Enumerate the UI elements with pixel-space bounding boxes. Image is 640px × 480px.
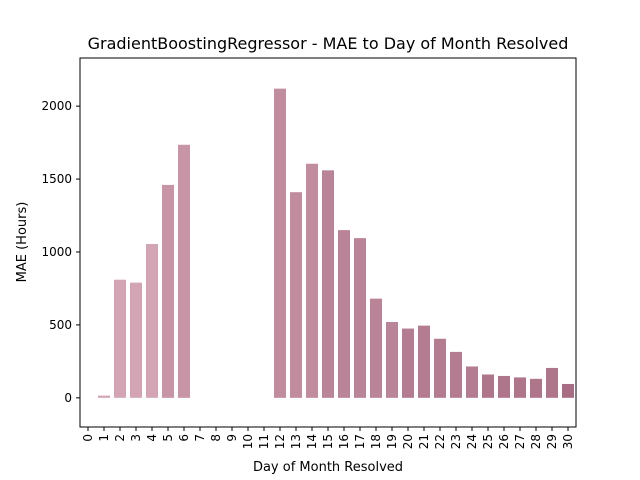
bar-day-24 (466, 366, 478, 398)
x-tick-label: 0 (81, 434, 95, 442)
y-tick-label: 2000 (41, 99, 72, 113)
bar-day-30 (562, 383, 574, 398)
bar-day-29 (546, 367, 558, 398)
x-tick-label: 23 (449, 434, 463, 449)
bars (98, 88, 574, 398)
y-tick-label: 1000 (41, 245, 72, 259)
x-tick-label: 10 (241, 434, 255, 449)
x-tick-label: 7 (193, 434, 207, 442)
x-tick-label: 18 (369, 434, 383, 449)
x-axis: 0 1 2 3 4 5 6 7 8 9 10 11 12 13 14 15 16 17 18 19 20 21 22 23 24… (81, 427, 575, 449)
y-tick-label: 1500 (41, 172, 72, 186)
bar-day-28 (530, 378, 542, 398)
bar-day-6 (178, 144, 190, 398)
x-tick-label: 13 (289, 434, 303, 449)
bar-day-2 (114, 279, 126, 398)
x-tick-label: 29 (545, 434, 559, 449)
x-axis-title: Day of Month Resolved (253, 460, 403, 475)
y-axis-title: MAE (Hours) (15, 202, 30, 283)
x-tick-label: 1 (97, 434, 111, 442)
x-tick-label: 20 (401, 434, 415, 449)
x-tick-label: 26 (497, 434, 511, 449)
chart-title: GradientBoostingRegressor - MAE to Day o… (88, 34, 569, 53)
bar-day-15 (322, 170, 334, 398)
x-tick-label: 8 (209, 434, 223, 442)
bar-day-18 (370, 298, 382, 398)
bar-day-26 (498, 375, 510, 398)
x-tick-label: 2 (113, 434, 127, 442)
bar-day-16 (338, 230, 350, 398)
bar-day-23 (450, 351, 462, 398)
bar-day-19 (386, 321, 398, 398)
bar-day-1 (98, 395, 110, 398)
x-tick-label: 16 (337, 434, 351, 449)
x-tick-label: 30 (561, 434, 575, 449)
x-tick-label: 22 (433, 434, 447, 449)
bar-day-14 (306, 163, 318, 398)
x-tick-label: 9 (225, 434, 239, 442)
y-axis: 0 500 1000 1500 2000 (41, 99, 80, 405)
x-tick-label: 12 (273, 434, 287, 449)
y-tick-label: 500 (49, 318, 72, 332)
x-tick-label: 24 (465, 434, 479, 449)
x-tick-label: 28 (529, 434, 543, 449)
bar-day-21 (418, 325, 430, 398)
x-tick-label: 17 (353, 434, 367, 449)
bar-day-22 (434, 338, 446, 398)
bar-day-27 (514, 377, 526, 398)
x-tick-label: 5 (161, 434, 175, 442)
bar-day-25 (482, 374, 494, 398)
bar-day-4 (146, 243, 158, 398)
x-tick-label: 25 (481, 434, 495, 449)
bar-day-13 (290, 192, 302, 398)
x-tick-label: 15 (321, 434, 335, 449)
bar-day-3 (130, 282, 142, 398)
x-tick-label: 14 (305, 434, 319, 449)
x-tick-label: 19 (385, 434, 399, 449)
x-tick-label: 6 (177, 434, 191, 442)
bar-day-12 (274, 88, 286, 398)
bar-day-20 (402, 328, 414, 398)
y-tick-label: 0 (64, 391, 72, 405)
bar-day-17 (354, 238, 366, 398)
x-tick-label: 4 (145, 434, 159, 442)
x-tick-label: 27 (513, 434, 527, 449)
x-tick-label: 21 (417, 434, 431, 449)
bar-day-5 (162, 184, 174, 398)
x-tick-label: 3 (129, 434, 143, 442)
x-tick-label: 11 (257, 434, 271, 449)
